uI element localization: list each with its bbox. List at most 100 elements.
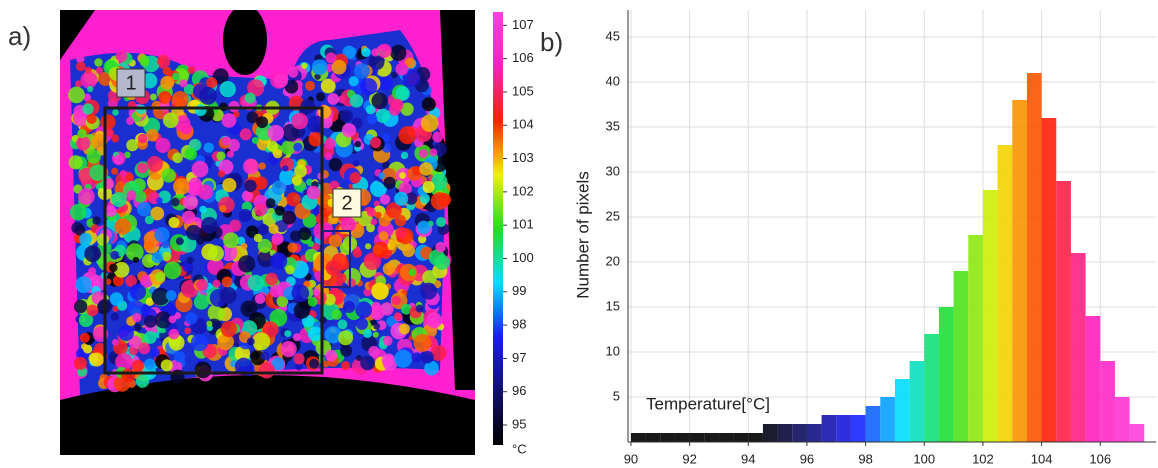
histogram-bar: [1012, 100, 1027, 442]
thermal-spot: [162, 112, 179, 129]
thermal-spot: [394, 191, 409, 206]
thermal-spot: [393, 312, 402, 321]
thermal-spot: [315, 92, 326, 102]
thermal-spot: [267, 207, 275, 215]
thermal-spot: [271, 180, 287, 195]
thermal-spot: [400, 102, 414, 116]
thermal-spot: [287, 242, 298, 253]
thermal-spot: [348, 76, 359, 87]
thermal-spot: [262, 321, 279, 338]
histogram-bar: [997, 145, 1013, 442]
thermal-spot: [240, 300, 258, 318]
thermal-spot: [301, 62, 308, 69]
thermal-spot: [293, 142, 303, 152]
thermal-spot: [355, 354, 362, 361]
x-tick-label: 104: [1031, 451, 1053, 466]
thermal-spot: [399, 263, 418, 282]
thermal-spot: [175, 237, 184, 246]
y-tick-label: 35: [606, 118, 620, 133]
thermal-spot: [208, 245, 224, 262]
thermal-spot: [336, 272, 347, 284]
thermal-spot: [355, 301, 373, 319]
y-axis-title: Number of pixels: [573, 171, 592, 299]
x-tick-label: 94: [741, 451, 755, 466]
thermal-spot: [150, 206, 165, 221]
histogram-bar: [1100, 361, 1115, 442]
thermal-spot: [398, 323, 410, 335]
thermal-spot: [113, 261, 130, 278]
thermal-spot: [198, 86, 217, 105]
thermal-spot: [354, 63, 370, 79]
thermal-spot: [266, 140, 279, 152]
thermal-spot: [79, 232, 92, 246]
thermal-spot: [132, 256, 140, 264]
thermal-spot: [112, 275, 124, 287]
thermal-spot: [325, 349, 338, 362]
thermal-spot: [127, 300, 145, 317]
colorbar-tick-label: 106: [512, 50, 534, 65]
thermal-spot: [229, 219, 242, 232]
thermal-spot: [77, 128, 87, 139]
region-2: [322, 230, 351, 288]
thermal-image: 1 2: [60, 10, 475, 455]
histogram-bar: [894, 379, 910, 442]
thermal-spot: [246, 111, 259, 124]
thermal-spot: [400, 151, 409, 160]
thermal-spot: [78, 312, 94, 328]
thermal-spot: [146, 155, 163, 172]
thermal-spot: [69, 203, 87, 221]
thermal-spot: [383, 176, 396, 190]
thermal-spot: [182, 194, 199, 210]
thermal-spot: [191, 160, 209, 178]
thermal-spot: [155, 271, 166, 283]
thermal-spot: [89, 352, 104, 367]
annotation-box: [116, 68, 146, 98]
thermal-spot: [173, 178, 190, 195]
thermal-spot: [349, 172, 361, 184]
thermal-spot: [75, 80, 83, 88]
thermal-spot: [291, 112, 308, 130]
thermal-spot: [111, 167, 119, 175]
thermal-spot: [306, 185, 321, 200]
thermal-spot: [328, 234, 343, 248]
thermal-spot: [115, 353, 133, 371]
x-tick-label: 100: [913, 451, 935, 466]
thermal-spot: [398, 126, 417, 145]
thermal-spot: [365, 243, 372, 250]
thermal-spot: [395, 86, 410, 101]
thermal-spot: [422, 180, 435, 194]
thermal-spot: [371, 92, 388, 110]
histogram-bar: [821, 415, 837, 442]
thermal-spot: [382, 335, 393, 346]
thermal-spot: [276, 295, 289, 308]
thermal-spot: [369, 305, 385, 321]
thermal-spot: [199, 205, 207, 214]
thermal-spot: [337, 319, 348, 330]
thermal-spot: [168, 328, 180, 340]
thermal-spot: [125, 243, 144, 261]
thermal-spot: [273, 73, 289, 88]
thermal-spot: [115, 50, 128, 62]
thermal-spot: [377, 43, 392, 58]
thermal-spot: [368, 345, 380, 358]
thermal-spot: [75, 61, 86, 72]
thermal-spot: [113, 154, 124, 165]
thermal-spot: [340, 216, 357, 233]
thermal-spot: [435, 217, 447, 228]
thermal-spot: [258, 162, 266, 170]
thermal-spot: [89, 164, 106, 181]
thermal-spot: [324, 138, 336, 150]
x-axis-title: Temperature[°C]: [646, 394, 770, 413]
thermal-spot: [279, 169, 296, 186]
thermal-spot: [328, 157, 343, 172]
thermal-spot: [432, 131, 444, 143]
histogram-bar: [718, 433, 734, 442]
thermal-spot: [323, 293, 336, 306]
thermal-spot: [267, 124, 284, 142]
thermal-spot: [355, 317, 369, 330]
thermal-spot: [121, 368, 136, 383]
thermal-spot: [379, 75, 394, 90]
thermal-spot: [426, 312, 443, 329]
thermal-spot: [307, 240, 314, 248]
thermal-spot: [411, 352, 423, 363]
